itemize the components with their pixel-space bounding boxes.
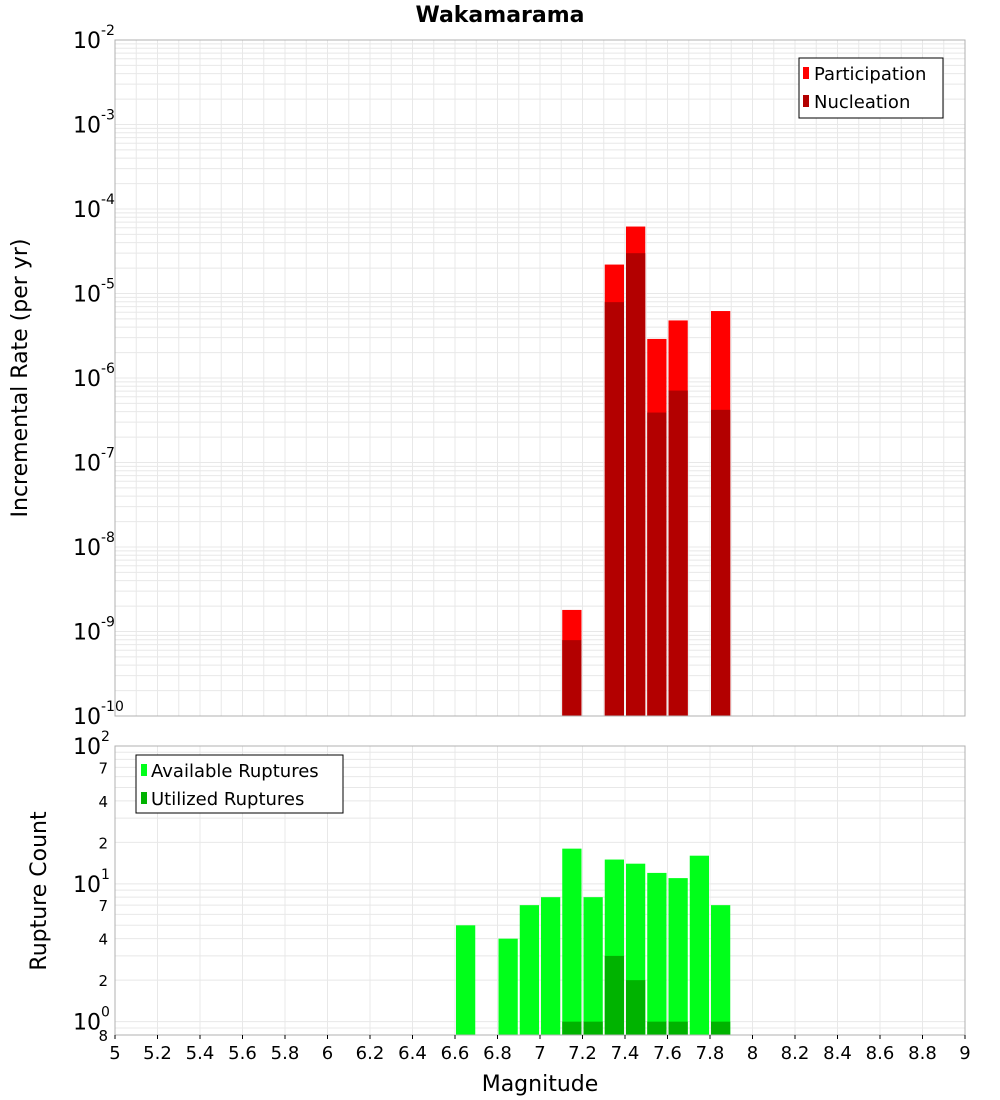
x-tick-label: 6.6	[441, 1043, 470, 1064]
x-axis-label: Magnitude	[482, 1072, 599, 1097]
utilized-ruptures-bar	[647, 1021, 667, 1035]
available-ruptures-bar	[562, 848, 582, 1035]
x-tick-label: 5.6	[228, 1043, 257, 1064]
x-tick-label: 7.6	[653, 1043, 682, 1064]
utilized-ruptures-bar	[668, 1021, 688, 1035]
count-y-minor-tick-label: 4	[98, 931, 108, 949]
rate-legend: Participation Nucleation	[798, 57, 944, 119]
rate-y-axis-label: Incremental Rate (per yr)	[8, 239, 33, 518]
rate-y-ticks: 10-10 10-9 10-8 10-7 10-6 10-5 10-4 10-3 10-2	[73, 23, 124, 730]
rate-y-tick-label: 10-10	[73, 699, 124, 730]
x-tick-label: 7.4	[611, 1043, 640, 1064]
available-ruptures-bar	[519, 905, 539, 1035]
count-legend: Available Ruptures Utilized Ruptures	[135, 754, 344, 814]
count-y-minor-tick-label: 2	[98, 834, 108, 852]
rate-grid	[115, 40, 966, 717]
count-y-minor-tick-label: 8	[98, 1027, 108, 1045]
available-ruptures-bar	[668, 878, 688, 1035]
x-tick-label: 7	[534, 1043, 545, 1064]
available-ruptures-bar	[541, 897, 561, 1035]
available-legend-label: Available Ruptures	[151, 761, 319, 782]
utilized-legend-label: Utilized Ruptures	[151, 789, 304, 810]
available-legend-swatch	[141, 764, 147, 776]
count-y-axis-label: Rupture Count	[27, 811, 52, 971]
nucleation-bar	[604, 302, 624, 716]
count-y-minor-tick-label: 2	[98, 972, 108, 990]
nucleation-legend-label: Nucleation	[814, 92, 910, 113]
nucleation-bar	[711, 409, 731, 716]
rate-legend-box	[798, 57, 944, 119]
nucleation-legend-swatch	[803, 95, 809, 107]
rate-y-tick-label: 10-5	[73, 277, 115, 308]
chart-title: Wakamarama	[415, 3, 584, 28]
x-tick-label: 8.2	[781, 1043, 810, 1064]
nucleation-bar	[562, 640, 582, 716]
count-x-ticks: 5 5.2 5.4 5.6 5.8 6 6.2 6.4 6.6 6.8 7 7.2 7.4 7.6 7.8 8…	[109, 1035, 971, 1064]
rate-y-tick-label: 10-3	[73, 108, 115, 139]
participation-legend-label: Participation	[814, 64, 926, 85]
count-y-tick-label: 102	[73, 729, 110, 760]
count-y-tick-label: 100	[73, 1005, 110, 1036]
x-tick-label: 5	[109, 1043, 120, 1064]
utilized-ruptures-bar	[626, 980, 646, 1035]
count-y-minor-tick-label: 7	[98, 759, 108, 777]
available-ruptures-bar	[456, 925, 476, 1035]
count-panel: 100 101 102 8 2 4 7 2 4 7 5 5.2 5.4 5.6 5.8 6 6.2 6.4 6.6…	[27, 729, 971, 1097]
rate-y-tick-label: 10-2	[73, 23, 115, 54]
x-tick-label: 6.8	[483, 1043, 512, 1064]
rate-y-tick-label: 10-6	[73, 361, 115, 392]
x-tick-label: 6	[322, 1043, 333, 1064]
x-tick-label: 5.2	[143, 1043, 172, 1064]
count-y-minor-tick-label: 7	[98, 897, 108, 915]
rate-panel: 10-10 10-9 10-8 10-7 10-6 10-5 10-4 10-3 10-2 In…	[8, 23, 966, 730]
available-ruptures-bar	[689, 855, 709, 1035]
participation-legend-swatch	[803, 67, 809, 79]
rate-y-tick-label: 10-9	[73, 615, 115, 646]
count-bars	[456, 848, 731, 1035]
x-tick-label: 7.2	[568, 1043, 597, 1064]
x-tick-label: 8.6	[866, 1043, 895, 1064]
x-tick-label: 9	[959, 1043, 970, 1064]
utilized-ruptures-bar	[562, 1021, 582, 1035]
nucleation-bar	[647, 412, 667, 716]
x-tick-label: 6.4	[398, 1043, 427, 1064]
rate-bars	[562, 226, 731, 716]
rate-y-tick-label: 10-4	[73, 192, 115, 223]
available-ruptures-bar	[498, 938, 518, 1035]
utilized-ruptures-bar	[711, 1021, 731, 1035]
count-y-tick-label: 101	[73, 867, 110, 898]
nucleation-bar	[668, 390, 688, 716]
rate-plot-frame	[114, 39, 966, 717]
count-y-ticks: 100 101 102 8 2 4 7 2 4 7	[73, 729, 110, 1045]
x-tick-label: 8	[747, 1043, 758, 1064]
x-tick-label: 8.8	[908, 1043, 937, 1064]
x-tick-label: 6.2	[356, 1043, 385, 1064]
x-tick-label: 8.4	[823, 1043, 852, 1064]
count-y-minor-tick-label: 4	[98, 793, 108, 811]
x-tick-label: 7.8	[696, 1043, 725, 1064]
count-legend-box	[135, 754, 344, 814]
nucleation-bar	[626, 253, 646, 716]
rate-y-tick-label: 10-8	[73, 530, 115, 561]
rate-y-tick-label: 10-7	[73, 446, 115, 477]
x-tick-label: 5.8	[271, 1043, 300, 1064]
x-tick-label: 5.4	[186, 1043, 215, 1064]
utilized-ruptures-bar	[604, 955, 624, 1035]
utilized-ruptures-bar	[583, 1021, 603, 1035]
available-ruptures-bar	[647, 872, 667, 1035]
available-ruptures-bar	[711, 905, 731, 1035]
utilized-legend-swatch	[141, 792, 147, 804]
available-ruptures-bar	[583, 897, 603, 1035]
